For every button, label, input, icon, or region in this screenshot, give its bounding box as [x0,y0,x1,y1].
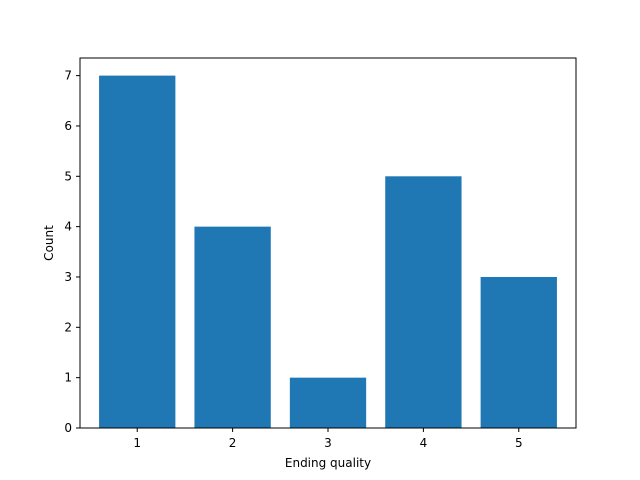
y-tick-label: 2 [64,320,72,334]
y-axis-label: Count [42,225,56,261]
x-axis-label: Ending quality [285,456,371,470]
x-tick-label: 4 [420,436,428,450]
y-tick-label: 3 [64,270,72,284]
bars [99,75,557,428]
bar-4 [385,176,462,428]
bar-5 [480,276,557,428]
bar-2 [194,226,271,428]
plot-frame [79,57,577,429]
y-tick-label: 1 [64,371,72,385]
y-tick-label: 7 [64,69,72,83]
y-tick-label: 5 [64,169,72,183]
x-tick-label: 5 [515,436,523,450]
bar-1 [99,75,176,428]
x-tick-label: 3 [324,436,332,450]
ticks: 1 2 3 4 5 0 1 2 3 4 5 6 7 [64,69,522,450]
x-tick-label: 2 [229,436,237,450]
y-tick-label: 0 [64,421,72,435]
x-tick-label: 1 [133,436,141,450]
bar-3 [289,377,367,428]
y-tick-label: 4 [64,220,72,234]
y-tick-label: 6 [64,119,72,133]
